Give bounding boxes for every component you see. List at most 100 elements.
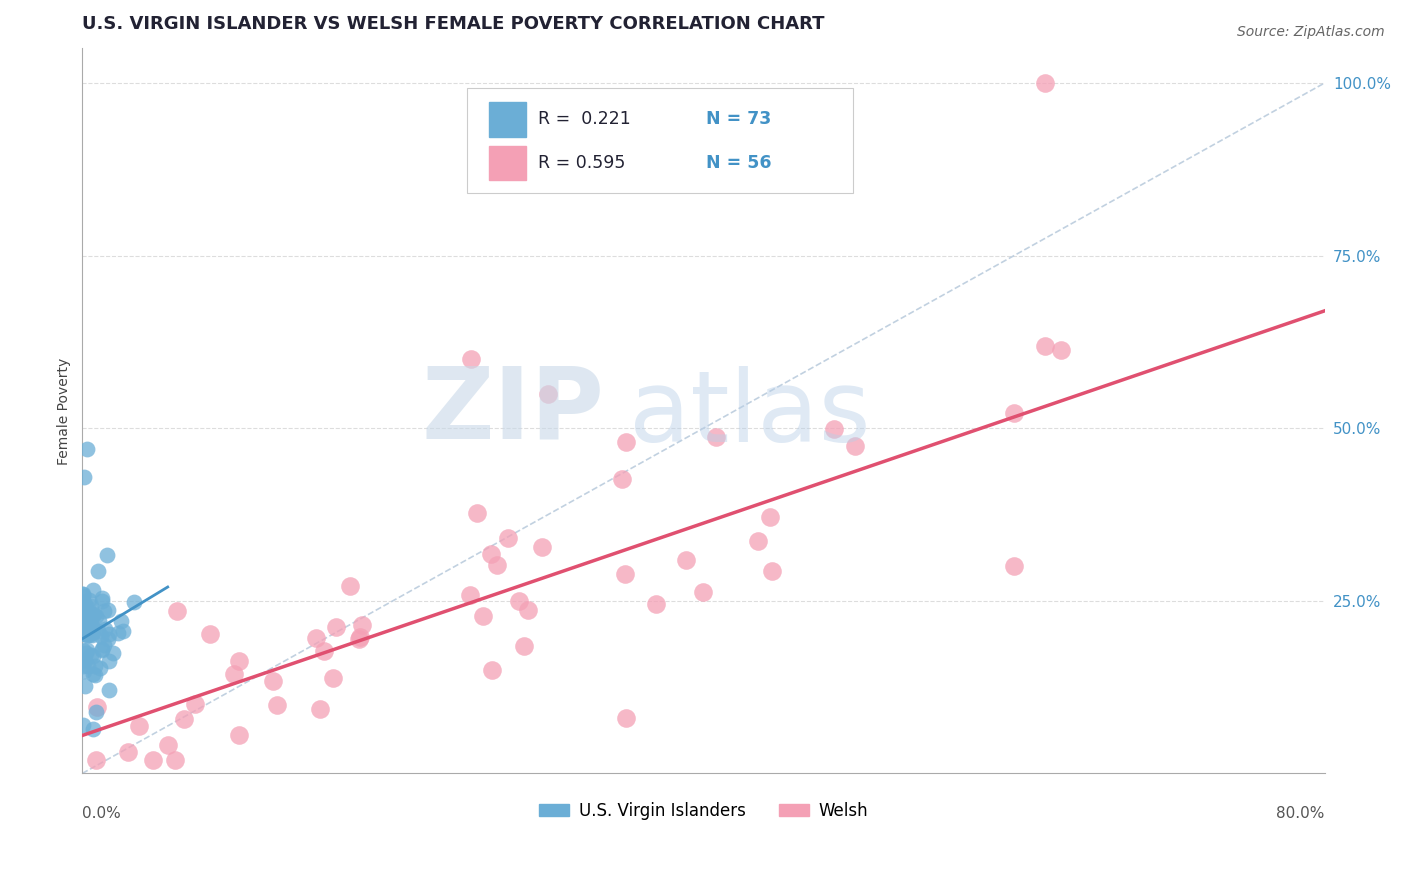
Point (266, 698, 288, 713)
Point (228, 728, 250, 742)
Point (142, 753, 165, 767)
Point (73, 599, 96, 613)
Point (614, 435, 637, 450)
Point (165, 753, 187, 767)
Point (72, 653, 94, 667)
Point (824, 422, 846, 436)
FancyBboxPatch shape (488, 102, 526, 136)
Point (77, 593, 100, 607)
Point (82, 582, 104, 597)
Point (166, 604, 188, 618)
Point (508, 593, 530, 607)
Point (76, 442, 98, 456)
Text: R = 0.595: R = 0.595 (538, 154, 626, 172)
Point (322, 671, 344, 685)
Point (93, 638, 115, 652)
Point (73, 625, 96, 640)
Point (72, 587, 94, 601)
Point (308, 701, 330, 715)
Point (77, 608, 100, 623)
Point (89, 661, 111, 675)
Point (613, 567, 636, 582)
Point (73, 469, 96, 483)
Point (173, 712, 195, 726)
Point (1002, 405, 1025, 419)
Point (79, 615, 101, 629)
Point (86, 753, 108, 767)
Point (91, 642, 114, 657)
FancyBboxPatch shape (467, 88, 852, 194)
Point (75, 626, 97, 640)
Point (107, 626, 129, 640)
Point (512, 639, 534, 653)
Point (1049, 343, 1071, 357)
Point (184, 697, 207, 711)
Point (117, 745, 139, 759)
Point (86, 706, 108, 720)
Point (87, 564, 110, 578)
Point (481, 663, 503, 677)
Point (75, 646, 97, 660)
Point (80, 599, 103, 614)
Point (1033, 76, 1056, 90)
Point (73, 664, 96, 678)
Point (82, 666, 104, 681)
Point (76, 643, 98, 657)
Point (97, 632, 120, 646)
Point (472, 609, 495, 624)
Point (97, 603, 120, 617)
FancyBboxPatch shape (488, 145, 526, 180)
Point (94, 622, 117, 636)
Point (72, 586, 94, 600)
Point (465, 506, 488, 520)
Point (79, 619, 101, 633)
Point (157, 738, 180, 752)
Point (531, 540, 554, 554)
Point (82, 722, 104, 736)
Point (73, 595, 96, 609)
Point (458, 588, 481, 602)
Point (87, 624, 110, 638)
Point (82, 626, 104, 640)
Point (98, 682, 121, 697)
Point (759, 510, 782, 524)
Point (90, 629, 112, 643)
Point (612, 472, 634, 486)
Point (704, 430, 727, 444)
Point (1033, 339, 1056, 353)
Text: 80.0%: 80.0% (1277, 806, 1324, 821)
Point (645, 597, 668, 611)
Text: N = 56: N = 56 (706, 154, 772, 172)
Point (80, 619, 103, 633)
Point (80, 648, 103, 662)
Point (110, 614, 132, 628)
Point (83, 607, 105, 621)
Point (349, 630, 371, 644)
Point (76, 659, 98, 673)
Point (84, 608, 107, 623)
Point (90, 594, 112, 608)
Point (761, 564, 783, 578)
Point (75, 612, 97, 626)
Point (844, 439, 866, 453)
Point (72, 718, 94, 732)
Point (222, 666, 245, 681)
Point (80, 627, 103, 641)
Point (479, 547, 502, 561)
Point (111, 624, 134, 638)
Point (314, 644, 336, 658)
Point (498, 531, 520, 545)
Point (96, 548, 118, 562)
Point (89, 614, 111, 628)
Point (72, 658, 94, 673)
Point (347, 632, 370, 646)
Point (198, 627, 221, 641)
Point (98, 626, 121, 640)
Point (76, 604, 98, 618)
Point (76, 628, 98, 642)
Point (76, 625, 98, 640)
Point (79, 628, 101, 642)
Point (73, 679, 96, 693)
Point (73, 653, 96, 667)
Point (84, 658, 107, 673)
